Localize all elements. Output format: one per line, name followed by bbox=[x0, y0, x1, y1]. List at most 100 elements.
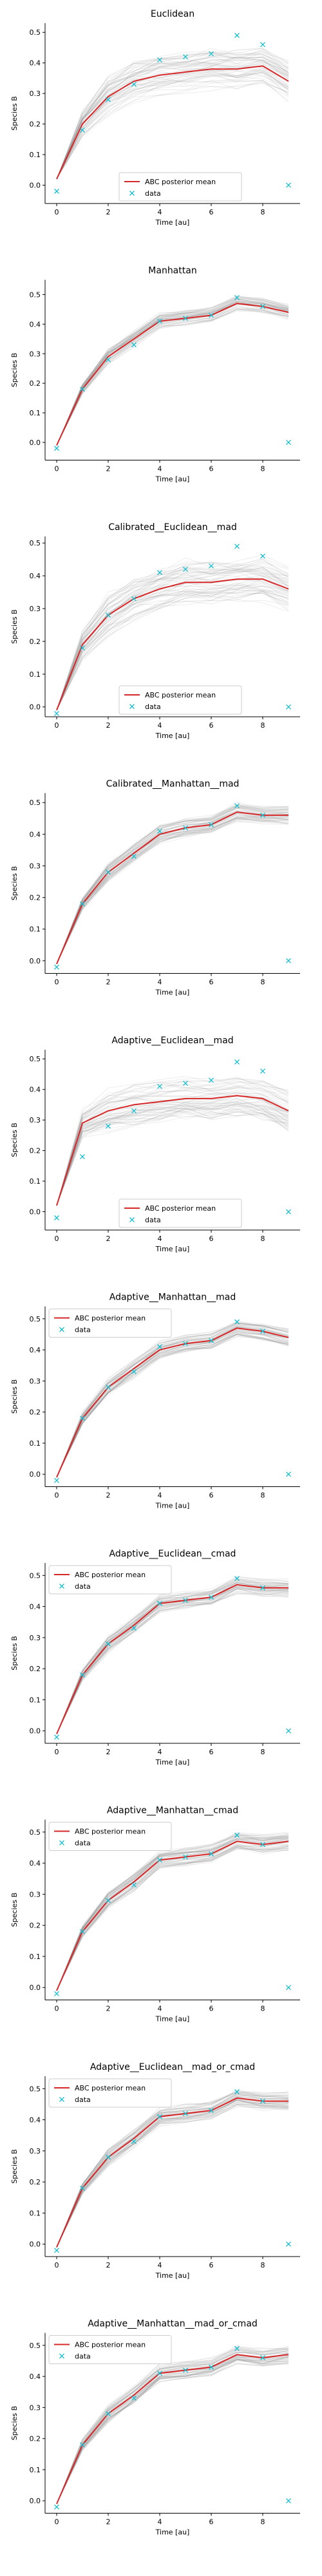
posterior-sample-line bbox=[56, 812, 289, 964]
chart-title: Adaptive__Manhattan__mad_or_cmad bbox=[88, 2319, 258, 2329]
mean-series-line bbox=[56, 65, 289, 180]
posterior-sample-line bbox=[56, 2098, 289, 2248]
y-axis-label: Species B bbox=[10, 2406, 19, 2440]
y-tick-label: 0.1 bbox=[30, 1177, 41, 1186]
data-point-stroke bbox=[209, 1595, 214, 1600]
posterior-sample-line bbox=[56, 298, 289, 446]
posterior-sample-line bbox=[56, 1591, 289, 1734]
posterior-sample-line bbox=[56, 1325, 289, 1478]
data-point bbox=[157, 828, 162, 834]
posterior-sample-line bbox=[56, 1583, 289, 1734]
data-point bbox=[260, 812, 265, 818]
legend-box bbox=[118, 685, 242, 715]
y-tick-label: 0.5 bbox=[30, 1315, 41, 1323]
data-point-stroke bbox=[54, 1734, 59, 1740]
data-point bbox=[80, 128, 85, 133]
data-point bbox=[54, 1734, 59, 1740]
data-point bbox=[260, 1329, 265, 1334]
posterior-sample-line bbox=[56, 52, 289, 180]
posterior-samples bbox=[56, 1832, 289, 1991]
y-tick-label: 0.1 bbox=[30, 1696, 41, 1704]
posterior-sample-line bbox=[56, 819, 289, 964]
posterior-sample-line bbox=[56, 559, 289, 710]
y-tick-label: 0.2 bbox=[30, 2435, 41, 2443]
mean-series-line bbox=[56, 1327, 289, 1478]
x-axis-label: Time [au] bbox=[155, 1245, 190, 1253]
x-axis-label: Time [au] bbox=[155, 1502, 190, 1510]
x-tick-label: 4 bbox=[158, 721, 162, 730]
posterior-sample-line bbox=[56, 2349, 289, 2505]
posterior-sample-line bbox=[56, 589, 289, 710]
posterior-sample-line bbox=[56, 1592, 289, 1734]
posterior-sample-line bbox=[56, 2098, 289, 2248]
posterior-sample-line bbox=[56, 2351, 289, 2505]
posterior-sample-line bbox=[56, 73, 289, 180]
posterior-sample-line bbox=[56, 1835, 289, 1991]
posterior-sample-line bbox=[56, 1077, 289, 1206]
posterior-sample-line bbox=[56, 1837, 289, 1991]
data-point-stroke bbox=[183, 316, 188, 321]
posterior-sample-line bbox=[56, 1096, 289, 1206]
posterior-sample-line bbox=[56, 2362, 289, 2505]
posterior-sample-line bbox=[56, 2093, 289, 2248]
posterior-sample-line bbox=[56, 68, 289, 180]
data-point-stroke bbox=[131, 596, 137, 601]
posterior-sample-line bbox=[56, 1331, 289, 1478]
legend: ABC posterior mean data bbox=[48, 2078, 172, 2108]
posterior-sample-line bbox=[56, 1836, 289, 1991]
posterior-sample-line bbox=[56, 564, 289, 710]
posterior-sample-line bbox=[56, 1322, 289, 1478]
data-point-stroke bbox=[234, 803, 240, 809]
x-tick-label: 6 bbox=[209, 2518, 214, 2526]
posterior-sample-line bbox=[56, 2356, 289, 2505]
posterior-sample-line bbox=[56, 819, 289, 964]
y-tick-label: 0.1 bbox=[30, 1439, 41, 1448]
posterior-sample-line bbox=[56, 584, 289, 710]
posterior-sample-line bbox=[56, 70, 289, 180]
data-point bbox=[260, 303, 265, 309]
data-point bbox=[209, 2364, 214, 2370]
posterior-sample-line bbox=[56, 296, 289, 446]
posterior-samples bbox=[56, 1075, 289, 1206]
data-point bbox=[80, 1154, 85, 1160]
posterior-sample-line bbox=[56, 1327, 289, 1478]
data-point-stroke bbox=[286, 958, 291, 963]
posterior-sample-line bbox=[56, 1582, 289, 1734]
posterior-sample-line bbox=[56, 1105, 289, 1206]
posterior-sample-line bbox=[56, 1590, 289, 1734]
posterior-sample-line bbox=[56, 805, 289, 964]
posterior-sample-line bbox=[56, 1837, 289, 1991]
posterior-sample-line bbox=[56, 1849, 289, 1991]
x-tick-label: 0 bbox=[55, 208, 59, 216]
posterior-sample-line bbox=[56, 308, 289, 446]
y-tick-label: 0.2 bbox=[30, 638, 41, 646]
posterior-sample-line bbox=[56, 804, 289, 964]
posterior-sample-line bbox=[56, 816, 289, 964]
x-tick-label: 8 bbox=[261, 2005, 265, 2013]
posterior-sample-line bbox=[56, 571, 289, 710]
posterior-sample-line bbox=[56, 579, 289, 710]
data-point bbox=[157, 57, 162, 62]
posterior-sample-line bbox=[56, 299, 289, 446]
data-point bbox=[131, 1625, 137, 1631]
x-tick-label: 0 bbox=[55, 465, 59, 473]
chart-panel-9: Adaptive__Euclidean__mad_or_cmad 0.0 0.1 0.… bbox=[10, 2062, 300, 2280]
posterior-sample-line bbox=[56, 1104, 289, 1206]
data-point-stroke bbox=[234, 1059, 240, 1065]
data-point bbox=[286, 1209, 291, 1215]
legend-box bbox=[48, 1565, 172, 1595]
posterior-sample-line bbox=[56, 1839, 289, 1991]
x-tick-label: 8 bbox=[261, 1492, 265, 1500]
posterior-sample-line bbox=[56, 49, 289, 180]
x-axis-label: Time [au] bbox=[155, 2528, 190, 2537]
posterior-sample-line bbox=[56, 75, 289, 180]
posterior-sample-line bbox=[56, 1833, 289, 1991]
posterior-sample-line bbox=[56, 71, 289, 180]
data-point-stroke bbox=[131, 1882, 137, 1888]
data-point-stroke bbox=[286, 704, 291, 710]
posterior-sample-line bbox=[56, 300, 289, 446]
posterior-sample-line bbox=[56, 79, 289, 180]
posterior-sample-line bbox=[56, 1846, 289, 1991]
chart-panel-5: Adaptive__Euclidean__mad 0.0 0.1 0.2 0.3 0.4 0… bbox=[10, 1036, 300, 1253]
posterior-sample-line bbox=[56, 70, 289, 180]
